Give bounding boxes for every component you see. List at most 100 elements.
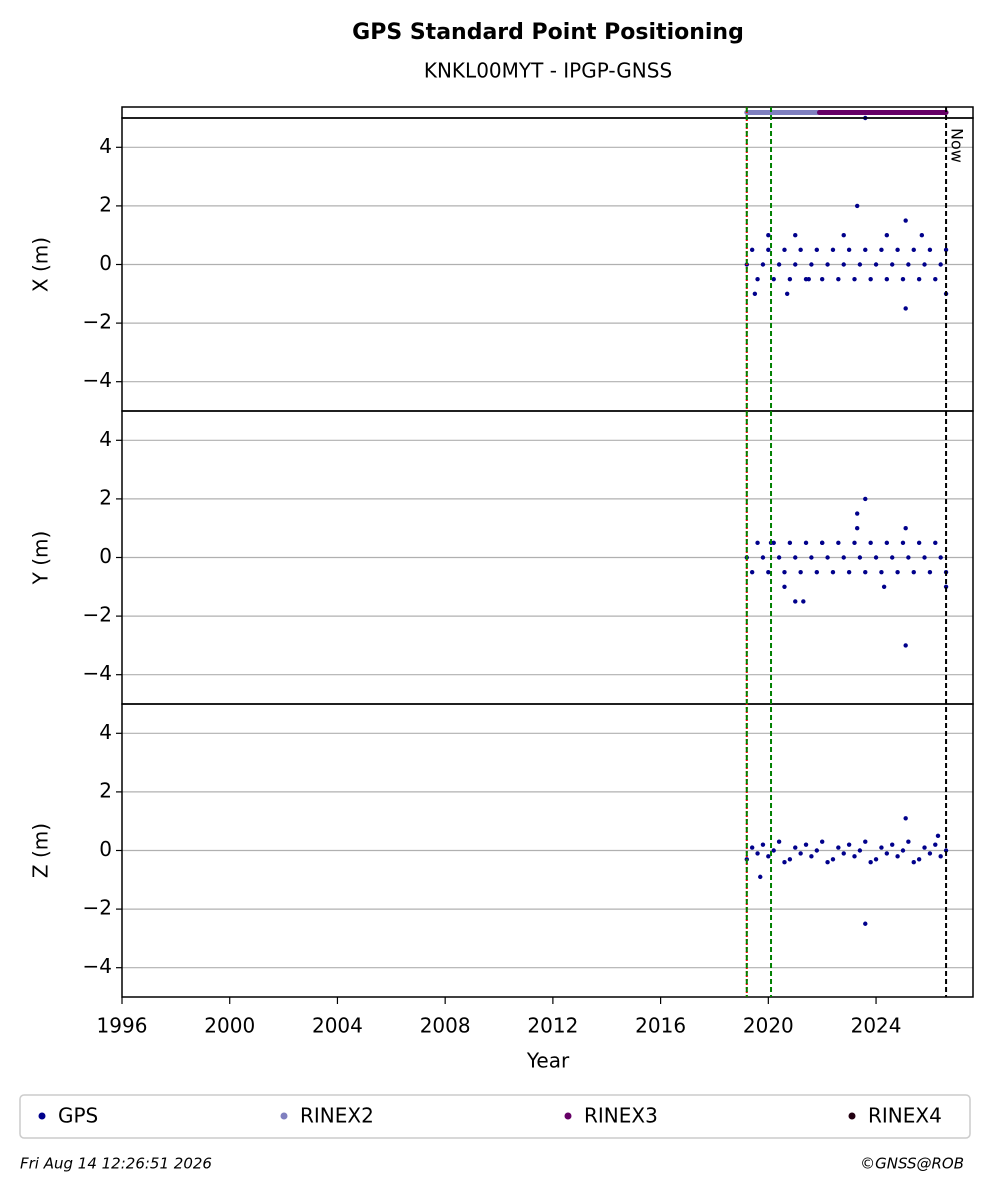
data-point [922, 845, 927, 850]
y-tick-label: −2 [83, 603, 112, 627]
legend-label: RINEX4 [868, 1104, 942, 1128]
y-tick-label: 0 [99, 544, 112, 568]
data-point [938, 854, 943, 859]
data-point [803, 842, 809, 847]
data-point [776, 555, 782, 560]
legend-label: GPS [58, 1104, 98, 1128]
data-point [906, 839, 911, 844]
x-axis-label: Year [526, 1049, 570, 1073]
y-tick-label: −4 [83, 661, 112, 685]
data-point [809, 555, 814, 560]
footer-date: Fri Aug 14 12:26:51 2026 [20, 1155, 212, 1173]
x-tick-label: 2008 [420, 1014, 471, 1038]
data-point [771, 276, 776, 282]
data-point [806, 276, 811, 282]
y-tick-label: 0 [99, 837, 112, 861]
data-point [895, 854, 900, 859]
data-point [879, 845, 884, 850]
y-tick-label: −4 [83, 368, 112, 392]
data-point [854, 526, 860, 531]
data-point [868, 540, 873, 546]
data-point [776, 262, 782, 267]
legend-marker [38, 1112, 46, 1120]
data-point [793, 599, 798, 604]
y-tick-label: 4 [99, 720, 112, 744]
data-point [755, 851, 760, 856]
y-axis-label: Z (m) [29, 823, 53, 878]
data-point [922, 262, 927, 267]
legend-marker [564, 1112, 572, 1120]
data-point [782, 584, 787, 589]
data-point [938, 262, 943, 267]
data-point [873, 262, 879, 267]
data-point [927, 247, 933, 253]
chart-subtitle: KNKL00MYT - IPGP-GNSS [424, 59, 672, 83]
data-point [760, 842, 766, 847]
y-tick-label: 2 [99, 778, 112, 802]
data-point [752, 291, 758, 296]
data-point [830, 857, 836, 862]
data-point [852, 540, 857, 546]
legend-marker [848, 1112, 856, 1120]
data-point [749, 569, 755, 575]
footer-credit: ©GNSS@ROB [860, 1155, 964, 1173]
data-point [879, 247, 884, 253]
data-point [900, 848, 906, 853]
x-tick-label: 2004 [312, 1014, 363, 1038]
data-point [890, 842, 895, 847]
data-point [854, 511, 860, 516]
data-point [911, 569, 916, 575]
y-tick-label: −4 [83, 954, 112, 978]
y-tick-label: −2 [83, 896, 112, 920]
data-point [933, 842, 938, 847]
y-tick-label: 4 [99, 134, 112, 158]
legend-marker [280, 1112, 288, 1120]
data-point [766, 854, 771, 859]
data-point [771, 848, 776, 853]
data-point [814, 247, 820, 253]
data-point [906, 262, 911, 267]
data-point [852, 854, 857, 859]
data-point [911, 860, 916, 865]
data-point [760, 262, 766, 267]
y-tick-label: 2 [99, 192, 112, 216]
data-point [766, 569, 771, 575]
data-point [760, 555, 766, 560]
data-point [793, 845, 798, 850]
y-tick-label: 4 [99, 427, 112, 451]
data-point [943, 584, 949, 589]
data-point [863, 496, 868, 502]
data-point [749, 845, 755, 850]
legend-label: RINEX3 [584, 1104, 658, 1128]
data-point [863, 839, 868, 844]
data-point [841, 262, 846, 267]
y-axis-label: X (m) [29, 237, 53, 292]
data-point [836, 540, 841, 546]
data-point [846, 247, 852, 253]
data-point [825, 262, 830, 267]
data-point [798, 247, 803, 253]
data-point [852, 276, 857, 282]
data-point [755, 276, 760, 282]
data-point [903, 643, 908, 648]
data-point [814, 848, 820, 853]
marker-label: Now [948, 128, 967, 163]
data-point [793, 262, 798, 267]
data-point [890, 262, 895, 267]
data-point [784, 291, 790, 296]
y-tick-label: 0 [99, 251, 112, 275]
data-point [863, 247, 868, 253]
data-point [919, 233, 925, 238]
data-point [890, 555, 895, 560]
data-point [846, 842, 852, 847]
data-point [841, 851, 846, 856]
data-point [903, 306, 908, 311]
data-point [900, 540, 906, 546]
data-point [755, 540, 760, 546]
data-point [793, 233, 798, 238]
data-point [749, 247, 755, 253]
data-point [903, 218, 908, 223]
data-point [863, 569, 868, 575]
chart-title: GPS Standard Point Positioning [352, 20, 744, 45]
data-point [836, 276, 841, 282]
